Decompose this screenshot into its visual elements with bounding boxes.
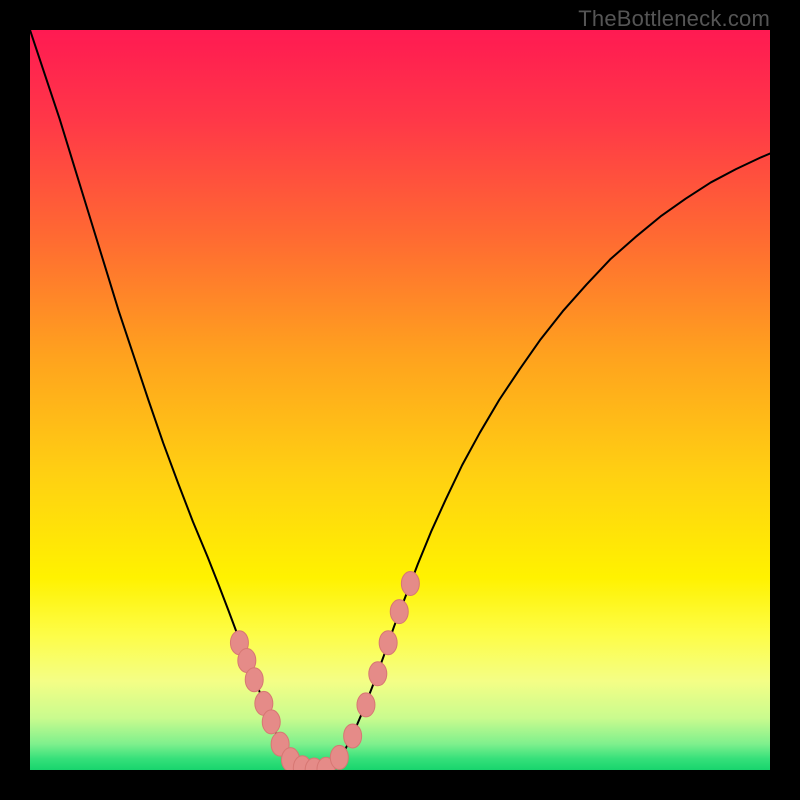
watermark-text: TheBottleneck.com bbox=[578, 6, 770, 32]
data-marker bbox=[357, 693, 375, 717]
data-marker bbox=[379, 631, 397, 655]
data-marker bbox=[369, 662, 387, 686]
data-marker bbox=[401, 572, 419, 596]
plot-area bbox=[30, 30, 770, 770]
chart-frame: TheBottleneck.com bbox=[0, 0, 800, 800]
bottleneck-chart-svg bbox=[30, 30, 770, 770]
data-marker bbox=[330, 745, 348, 769]
data-marker bbox=[344, 724, 362, 748]
data-marker bbox=[390, 600, 408, 624]
data-marker bbox=[245, 668, 263, 692]
data-marker bbox=[262, 710, 280, 734]
heat-gradient-background bbox=[30, 30, 770, 770]
